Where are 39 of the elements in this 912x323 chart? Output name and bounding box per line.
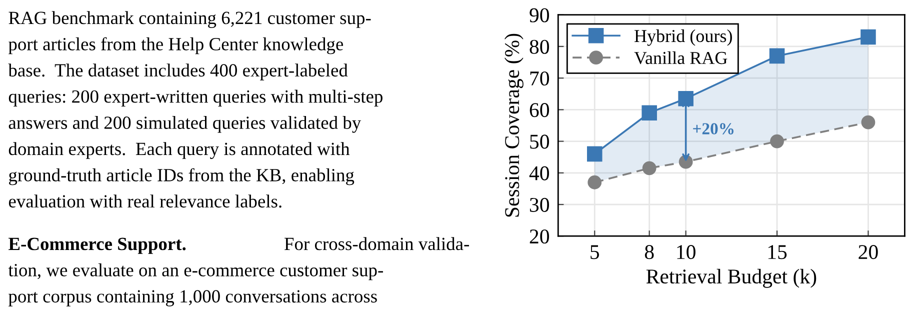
point — [642, 105, 657, 120]
y-tick-label: 30 — [530, 198, 550, 212]
text: tion, we evaluate on an e-commerce customer sup- — [8, 263, 383, 280]
legend-label: Hybrid (ours) — [634, 29, 732, 46]
text: port corpus containing 1,000 conversations across — [8, 290, 377, 306]
y-tick-label: 80 — [530, 40, 550, 54]
x-tick-label: 20 — [858, 245, 878, 260]
y-tick-label: 60 — [530, 103, 550, 118]
y-tick-label: 90 — [530, 8, 550, 22]
text: port articles from the Help Center knowledge — [8, 37, 344, 54]
text: base. The dataset includes 400 expert-labeled — [8, 64, 348, 80]
y-tick-label: 20 — [530, 229, 550, 244]
x-tick-label: 15 — [768, 245, 787, 260]
point — [678, 90, 694, 106]
x-axis-title: Retrieval Budget (k) — [646, 268, 816, 288]
text: answers and 200 simulated queries validated by — [8, 116, 362, 133]
x-tick-label: 10 — [677, 245, 696, 260]
x-tick-label: 5 — [590, 245, 600, 260]
text: queries: 200 expert-written queries with multi-step — [8, 90, 382, 107]
text: E-Commerce Support. — [8, 238, 186, 254]
y-tick-label: 70 — [530, 71, 550, 86]
legend-label: Vanilla RAG — [634, 51, 728, 64]
y-axis-title: Session Coverage (%) — [504, 34, 524, 217]
annotation: +20% — [693, 123, 734, 134]
y-tick-label: 50 — [530, 134, 550, 149]
point — [769, 48, 785, 64]
text: ground-truth article IDs from the KB, enabling — [9, 168, 354, 186]
point — [588, 175, 602, 190]
text: domain experts. Each query is annotated with — [8, 142, 350, 159]
text: RAG benchmark containing 6,221 customer sup- — [8, 11, 371, 28]
point — [586, 146, 602, 162]
point — [770, 134, 784, 148]
text: For cross-domain valida- — [284, 237, 470, 250]
y-tick-label: 40 — [529, 166, 550, 180]
x-tick-label: 8 — [644, 245, 654, 260]
point — [642, 161, 656, 176]
text: evaluation with real relevance labels. — [8, 194, 282, 208]
point — [860, 29, 876, 45]
point — [861, 115, 876, 130]
